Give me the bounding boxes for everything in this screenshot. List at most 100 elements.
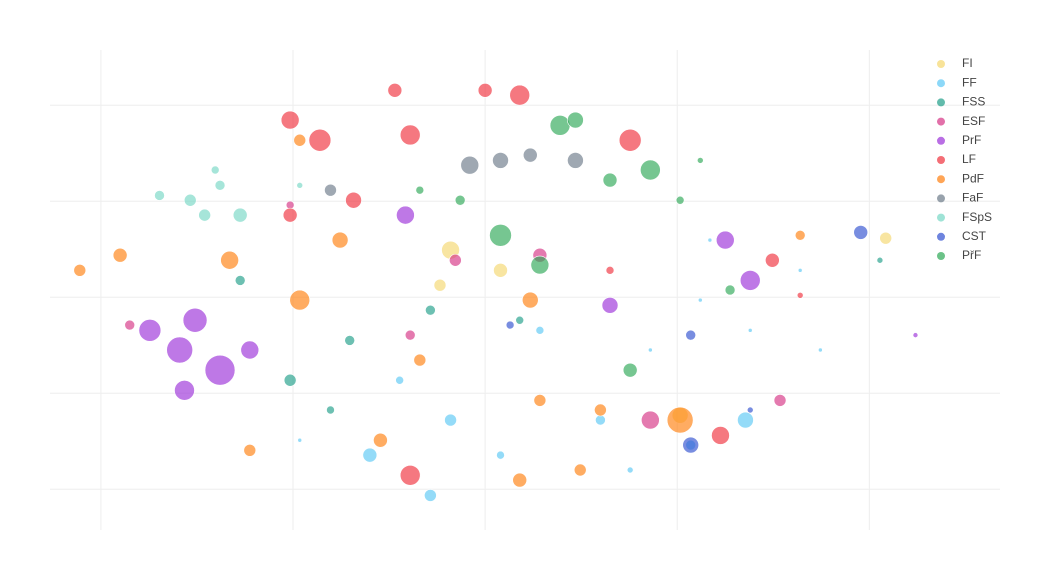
point [308,128,332,152]
series [433,231,892,424]
point [373,432,388,448]
point [595,414,606,426]
point [183,193,197,207]
legend-marker [937,213,945,222]
point [515,315,525,325]
legend-marker [937,79,945,88]
point [489,223,512,247]
legend-label: PřF [962,248,981,262]
legend-label: ESF [962,114,985,128]
point [210,165,220,175]
point [530,255,550,275]
point [853,225,869,240]
legend-marker [937,232,945,241]
series [415,111,736,378]
point [794,229,806,241]
point [675,195,685,205]
series [124,200,787,430]
point [387,83,403,98]
point [618,128,642,152]
point [280,110,300,130]
point [602,172,618,188]
point [399,464,421,486]
point [444,413,457,427]
legend-marker [937,252,945,260]
point [641,410,660,430]
point [112,247,128,263]
series [154,165,304,223]
point [685,329,696,341]
point [876,256,884,264]
point [711,426,730,445]
point [182,307,208,333]
point [739,270,761,291]
point [715,230,735,250]
point [240,340,260,360]
point [567,152,584,169]
point [232,207,248,223]
point [622,362,638,378]
point [404,329,416,341]
point [326,405,335,415]
point [433,278,447,292]
point [512,472,528,488]
point [697,157,704,164]
point [737,411,754,429]
legend-label: LF [962,152,976,166]
legend-label: FaF [962,191,983,205]
point [567,111,584,129]
point [773,394,787,407]
point [796,291,804,299]
point [505,320,515,330]
point [293,133,307,147]
point [425,304,436,316]
point [640,159,661,181]
point [413,353,427,367]
point [174,380,195,401]
point [522,147,538,163]
point [601,297,619,314]
legend-label: FI [962,56,973,70]
point [535,326,545,335]
point [493,263,508,278]
point [879,231,892,245]
point [626,466,634,474]
point [344,335,355,346]
point [297,437,303,443]
series [505,225,869,454]
point [234,275,246,286]
point [331,231,349,249]
point [707,237,713,243]
point [395,375,404,385]
point [204,354,236,386]
legend-label: PrF [962,133,981,147]
series [73,133,806,488]
point [362,447,378,463]
legend-marker [937,175,945,184]
point [345,191,362,209]
point [166,336,193,364]
legend-marker [937,136,945,145]
point [138,319,162,342]
point [454,194,466,206]
point [912,332,919,338]
point [289,289,311,311]
point [682,436,699,454]
legend-marker [937,117,945,126]
point [549,115,571,136]
point [797,268,803,273]
point [818,347,823,353]
point [449,253,462,267]
point [283,373,297,387]
series [297,237,823,502]
legend-marker [937,98,945,107]
legend-marker [937,194,945,203]
point [460,155,480,175]
point [214,180,226,191]
series [138,205,919,401]
series [324,147,584,197]
legend: FI FF FSS ESF PrF LF PdF FaF FSpS CST PřF [937,56,992,262]
point [666,406,694,434]
legend-label: FSpS [962,210,992,224]
